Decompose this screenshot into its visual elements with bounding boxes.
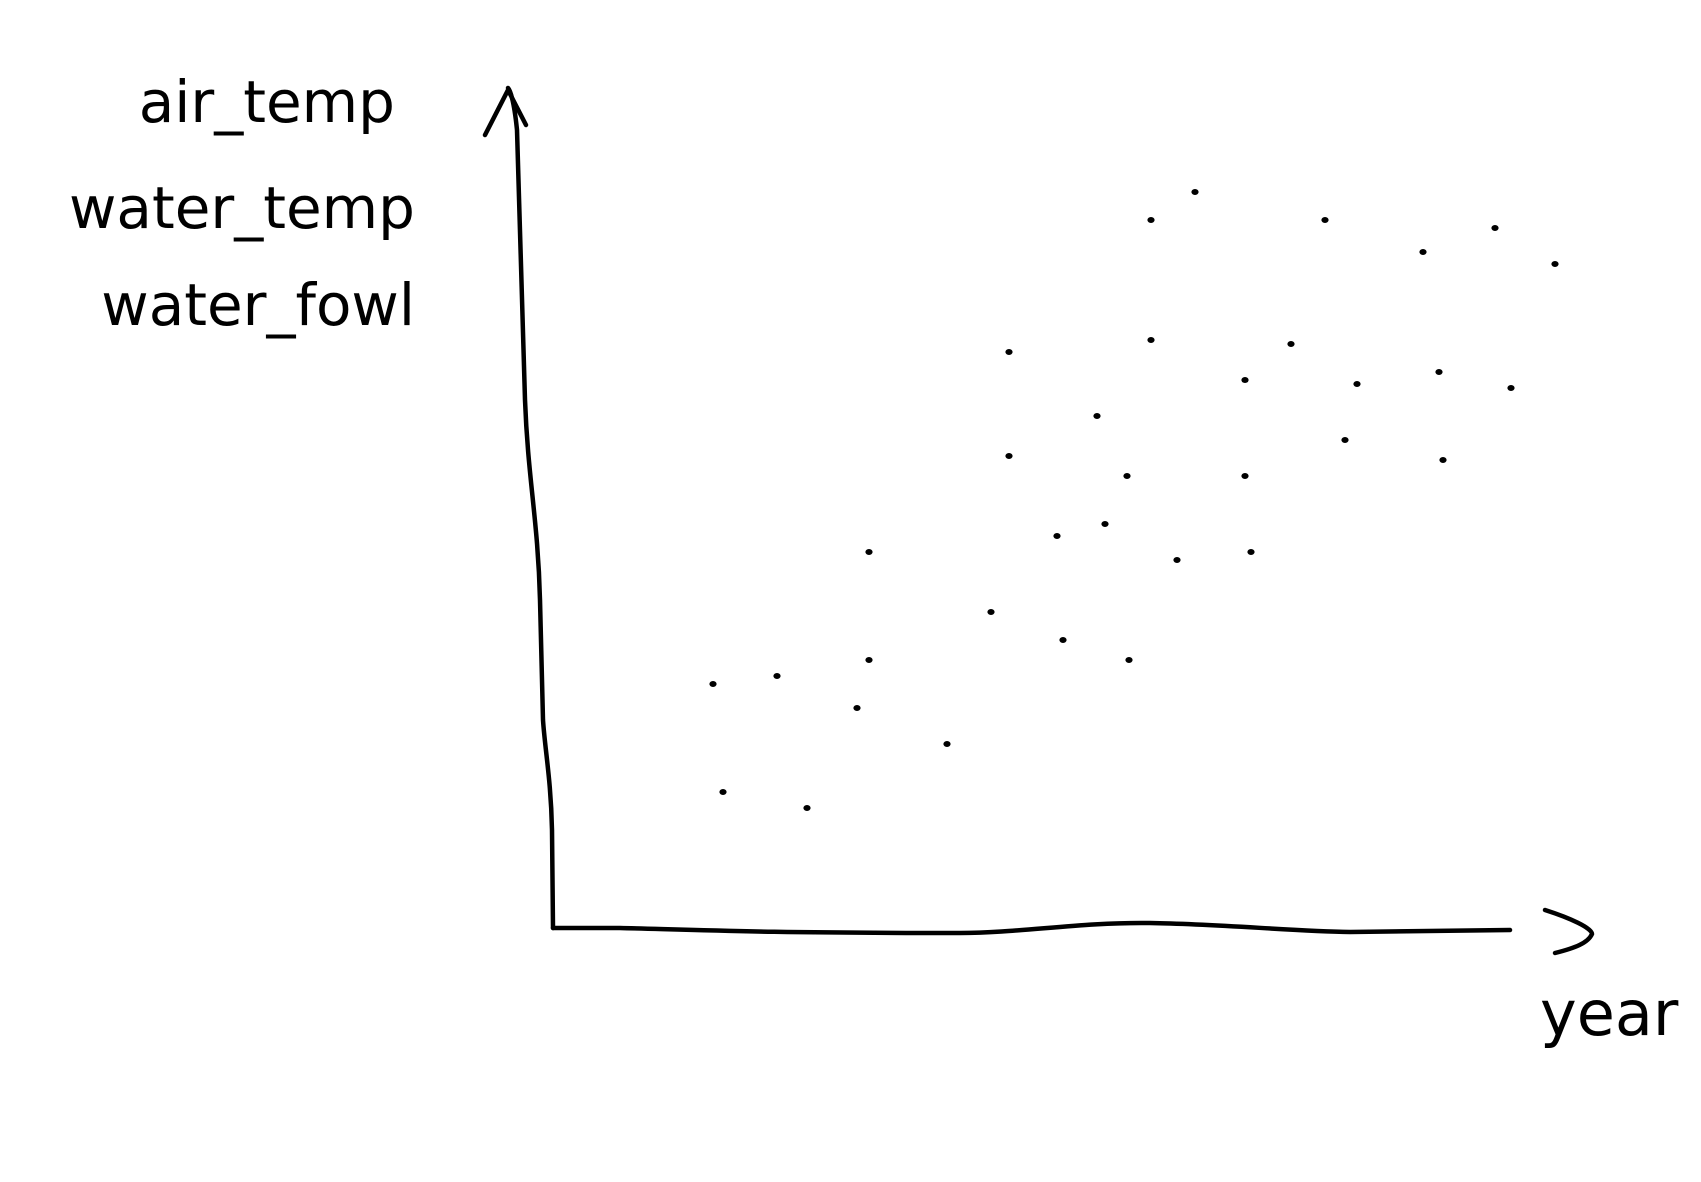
scatter-point <box>1419 249 1427 255</box>
scatter-point <box>1321 217 1329 223</box>
y-axis-label-line-2: water_temp <box>69 174 415 242</box>
scatter-point <box>865 549 873 555</box>
scatter-point <box>1241 473 1249 479</box>
scatter-point <box>773 673 781 679</box>
y-axis-arrowhead <box>482 87 529 138</box>
scatter-point <box>1551 261 1559 267</box>
scatter-point <box>1147 217 1155 223</box>
scatter-point <box>1241 377 1249 383</box>
x-axis-arrowhead <box>1542 907 1595 956</box>
scatter-point <box>1435 369 1443 375</box>
scatter-point <box>1191 189 1199 195</box>
y-axis-label-line-1: air_temp <box>139 68 395 136</box>
y-axis-label: air_temp water_temp water_fowl <box>69 68 415 339</box>
y-axis-line <box>505 85 556 931</box>
scatter-point <box>1353 381 1361 387</box>
scatter-point <box>1053 533 1061 539</box>
scatter-point <box>1005 453 1013 459</box>
scatter-point <box>719 789 727 795</box>
scatter-point <box>1173 557 1181 563</box>
scatter-point <box>709 681 717 687</box>
scatter-point <box>1059 637 1067 643</box>
y-axis-label-line-3: water_fowl <box>101 271 415 339</box>
scatter-points <box>709 189 1559 811</box>
scatter-point <box>1247 549 1255 555</box>
scatter-point <box>1005 349 1013 355</box>
scatter-point <box>1287 341 1295 347</box>
scatter-point <box>943 741 951 747</box>
x-axis-line <box>550 920 1513 936</box>
x-axis-label: year <box>1540 977 1679 1050</box>
scatter-point <box>1507 385 1515 391</box>
scatter-point <box>803 805 811 811</box>
scatter-point <box>1093 413 1101 419</box>
scatter-point <box>865 657 873 663</box>
scatter-point <box>1439 457 1447 463</box>
scatter-point <box>1147 337 1155 343</box>
scatter-point <box>1125 657 1133 663</box>
scatter-point <box>1123 473 1131 479</box>
scatter-point <box>1341 437 1349 443</box>
scatter-point <box>1491 225 1499 231</box>
scatter-point <box>987 609 995 615</box>
scatter-point <box>853 705 861 711</box>
scatter-point <box>1101 521 1109 527</box>
